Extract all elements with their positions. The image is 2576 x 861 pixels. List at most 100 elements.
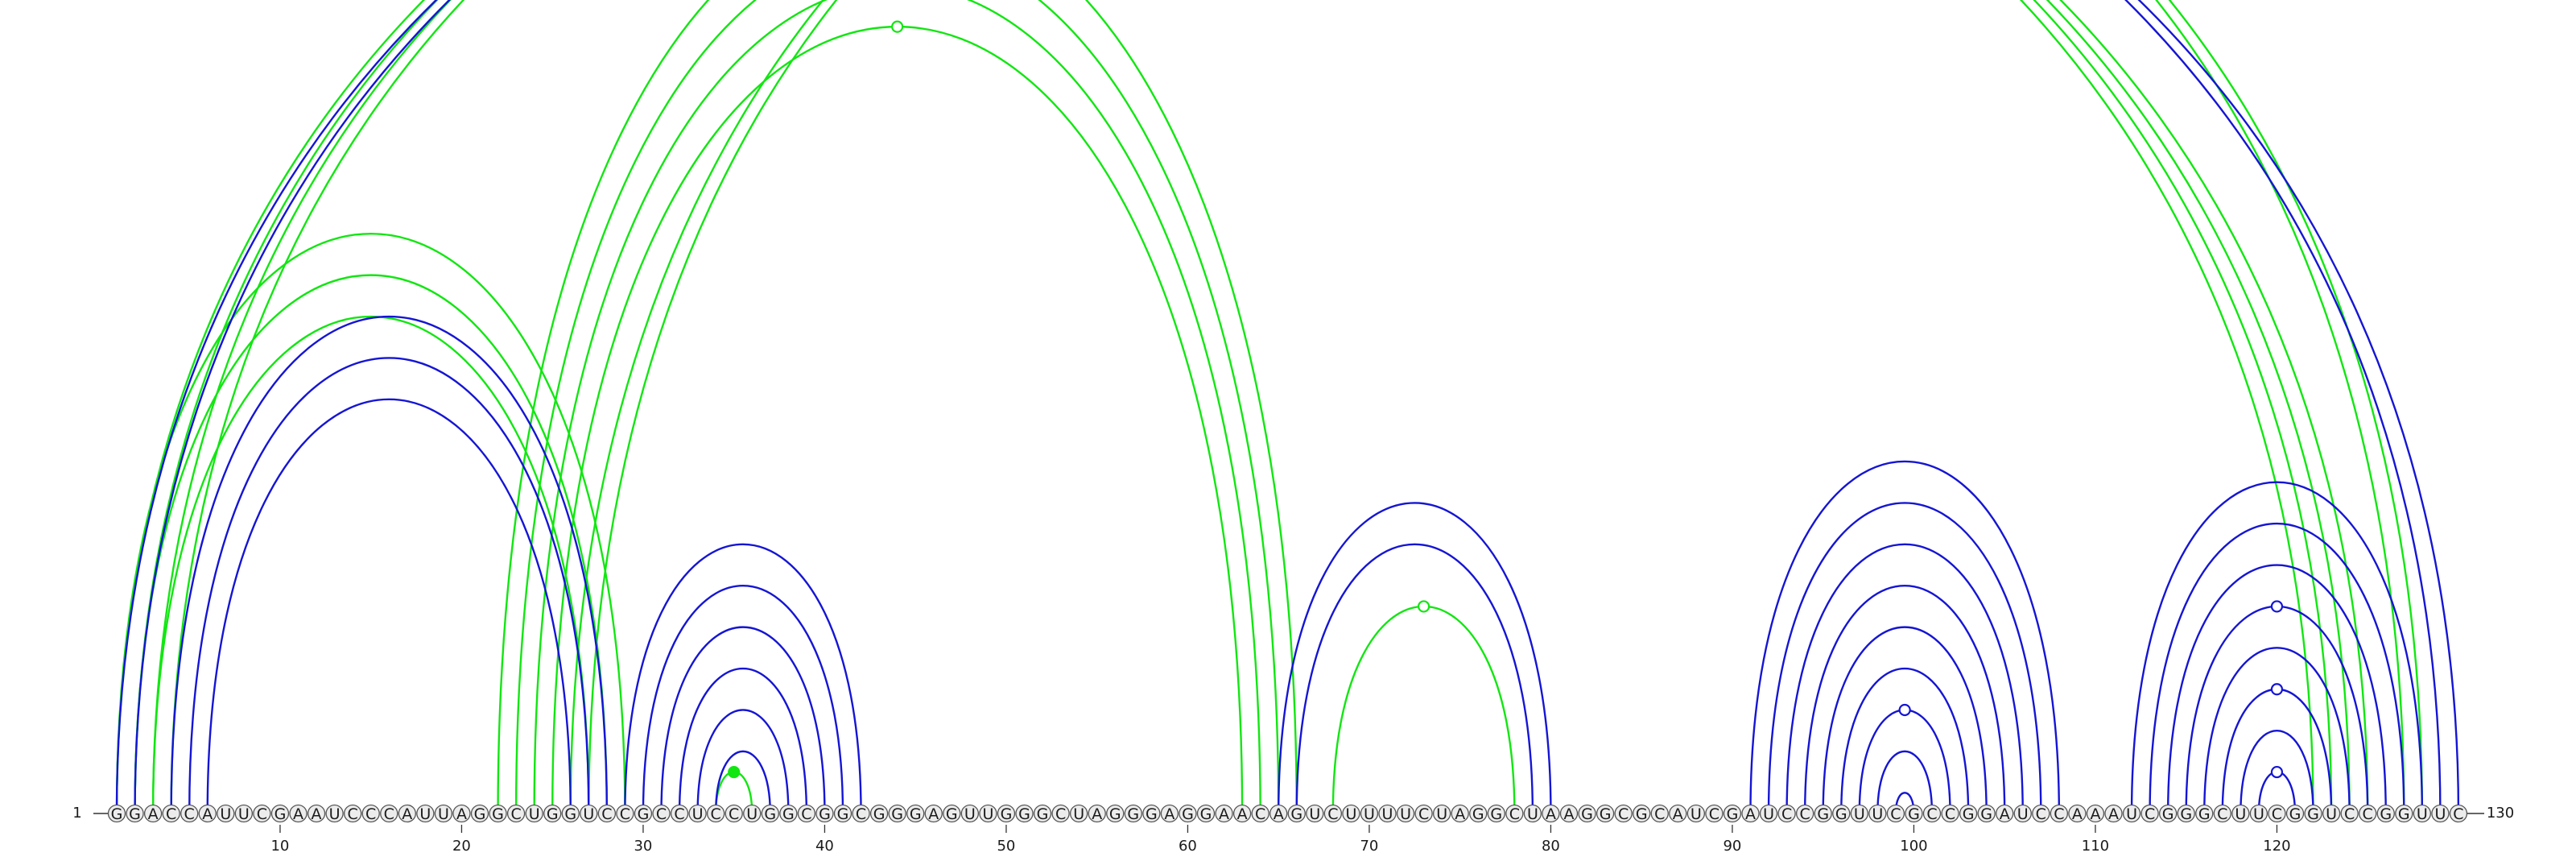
nucleotide: C [1051, 804, 1070, 823]
nucleotide-circle [1686, 804, 1706, 823]
nucleotide-letter: G [891, 805, 903, 823]
blue-base-pair-arc [1840, 667, 1970, 814]
nucleotide-letter: U [746, 805, 758, 823]
nucleotide: G [2376, 804, 2395, 823]
nucleotide-letter: C [601, 805, 612, 823]
nucleotide-circle [743, 804, 762, 823]
nucleotide-circle [2395, 804, 2413, 823]
nucleotide: U [2322, 804, 2341, 823]
nucleotide: G [1142, 804, 1161, 823]
nucleotide-letter: G [1001, 805, 1013, 823]
nucleotide-letter: G [2380, 805, 2392, 823]
position-ticks: 10 20 30 40 50 60 70 80 90 100 110 120 [270, 825, 2291, 855]
nucleotide: G [1905, 804, 1923, 823]
nucleotide-letter: G [2307, 805, 2319, 823]
nucleotide-letter: C [510, 805, 521, 823]
nucleotide-letter: G [1980, 805, 1992, 823]
nucleotide-letter: G [129, 805, 141, 823]
nucleotide-circle [1360, 804, 1379, 823]
nucleotide-letter: C [711, 805, 721, 823]
nucleotide-circle [253, 804, 271, 823]
nucleotide-letter: C [1926, 805, 1937, 823]
nucleotide: A [1160, 804, 1179, 823]
nucleotide-letter: A [2072, 805, 2083, 823]
nucleotide-circle [1596, 804, 1615, 823]
nucleotide-circle [1777, 804, 1796, 823]
nucleotide-letter: G [1581, 805, 1593, 823]
nucleotide-circle [325, 804, 344, 823]
green-open-marker [891, 20, 904, 33]
tick-label: 100 [1900, 838, 1927, 855]
nucleotide-circle [2340, 804, 2359, 823]
nucleotide-letter: C [384, 805, 394, 823]
nucleotide-letter: U [1436, 805, 1447, 823]
nucleotide-circle [1088, 804, 1106, 823]
nucleotide-letter: G [1290, 805, 1302, 823]
nucleotide-circle [1287, 804, 1306, 823]
nucleotide: U [960, 804, 979, 823]
nucleotide-letter: A [1673, 805, 1683, 823]
nucleotide: U [1433, 804, 1451, 823]
nucleotide-circle [979, 804, 997, 823]
nucleotide-circle [380, 804, 398, 823]
nucleotide: U [2013, 804, 2032, 823]
blue-base-pair-arc [2240, 729, 2314, 814]
nucleotide-circle [1433, 804, 1451, 823]
nucleotide-letter: U [1690, 805, 1702, 823]
nucleotide: G [561, 804, 580, 823]
green-base-pair-arc [115, 233, 626, 814]
nucleotide: A [2068, 804, 2087, 823]
nucleotide: C [1505, 804, 1524, 823]
nucleotide-letter: U [1309, 805, 1320, 823]
nucleotide-letter: G [275, 805, 287, 823]
nucleotide-circle [452, 804, 471, 823]
nucleotide-letter: G [946, 805, 958, 823]
nucleotide-letter: C [184, 805, 195, 823]
nucleotide-letter: G [2180, 805, 2192, 823]
nucleotide-letter: C [1781, 805, 1792, 823]
nucleotide: U [2231, 804, 2250, 823]
nucleotide-circle [1015, 804, 1034, 823]
nucleotide-circle [307, 804, 326, 823]
nucleotide-letter: G [111, 805, 123, 823]
nucleotide-circle [616, 804, 634, 823]
nucleotide-letter: U [438, 805, 449, 823]
nucleotide: G [1287, 804, 1306, 823]
green-base-pair-arc [115, 0, 2369, 814]
nucleotide: U [1759, 804, 1778, 823]
nucleotide-letter: G [2289, 805, 2301, 823]
nucleotide-letter: U [2434, 805, 2446, 823]
nucleotide: A [1559, 804, 1579, 823]
nucleotide-circle [1759, 804, 1778, 823]
nucleotide-circle [217, 804, 235, 823]
nucleotide-letter: U [2417, 805, 2428, 823]
nucleotide-circle [2213, 804, 2231, 823]
nucleotide: C [2359, 804, 2377, 823]
blue-base-pair-arc [1803, 585, 2006, 814]
tick-label: 60 [1179, 838, 1197, 855]
nucleotide: C [1414, 804, 1433, 823]
nucleotide: A [1542, 804, 1560, 823]
nucleotide-letter: U [1382, 805, 1393, 823]
nucleotide: U [1868, 804, 1887, 823]
tick-label: 50 [997, 838, 1015, 855]
nucleotide-circle [1741, 804, 1760, 823]
nucleotide: G [1814, 804, 1832, 823]
nucleotide-circle [2304, 804, 2322, 823]
blue-base-pair-arc [1295, 543, 1534, 814]
nucleotide-circle [1396, 804, 1415, 823]
nucleotide: C [2268, 804, 2286, 823]
nucleotide-circle [1559, 804, 1579, 823]
nucleotide-letter: U [419, 805, 431, 823]
nucleotide-circle [1850, 804, 1868, 823]
nucleotide-letter: A [2108, 805, 2119, 823]
nucleotide-circle [470, 804, 489, 823]
marker-layer [728, 20, 2284, 779]
nucleotide: C [343, 804, 362, 823]
nucleotide: U [1523, 804, 1542, 823]
nucleotide: C [852, 804, 870, 823]
nucleotide-letter: C [257, 805, 267, 823]
nucleotide-circle [398, 804, 416, 823]
nucleotide: U [2249, 804, 2268, 823]
nucleotide-letter: C [1418, 805, 1429, 823]
